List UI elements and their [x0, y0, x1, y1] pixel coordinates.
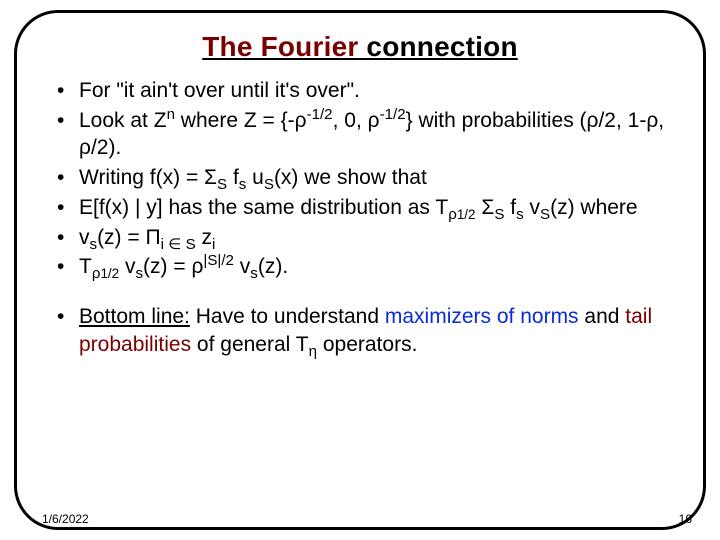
- slide-frame: The Fourier connection For "it ain't ove…: [14, 10, 706, 530]
- bullet-item: For "it ain't over until it's over".: [53, 77, 675, 105]
- slide: The Fourier connection For "it ain't ove…: [0, 0, 720, 540]
- bullet-item: Look at Zn where Z = {-ρ-1/2, 0, ρ-1/2} …: [53, 107, 675, 162]
- title-part2: connection: [358, 31, 517, 62]
- bullet-item: Tρ1/2 vs(z) = ρ|S|/2 vs(z).: [53, 253, 675, 281]
- bullet-item: E[f(x) | y] has the same distribution as…: [53, 194, 675, 222]
- bullet-item: vs(z) = Πi ∈ S zi: [53, 224, 675, 252]
- slide-title: The Fourier connection: [45, 31, 675, 63]
- bullet-item: Writing f(x) = ΣS fs uS(x) we show that: [53, 164, 675, 192]
- footer-page: 16: [679, 512, 692, 526]
- footer-date: 1/6/2022: [42, 512, 89, 526]
- bullets-top: For "it ain't over until it's over". Loo…: [45, 77, 675, 281]
- bullets-bottom: Bottom line: Have to understand maximize…: [45, 303, 675, 358]
- title-part1: The Fourier: [202, 31, 358, 62]
- bullet-item: Bottom line: Have to understand maximize…: [53, 303, 675, 358]
